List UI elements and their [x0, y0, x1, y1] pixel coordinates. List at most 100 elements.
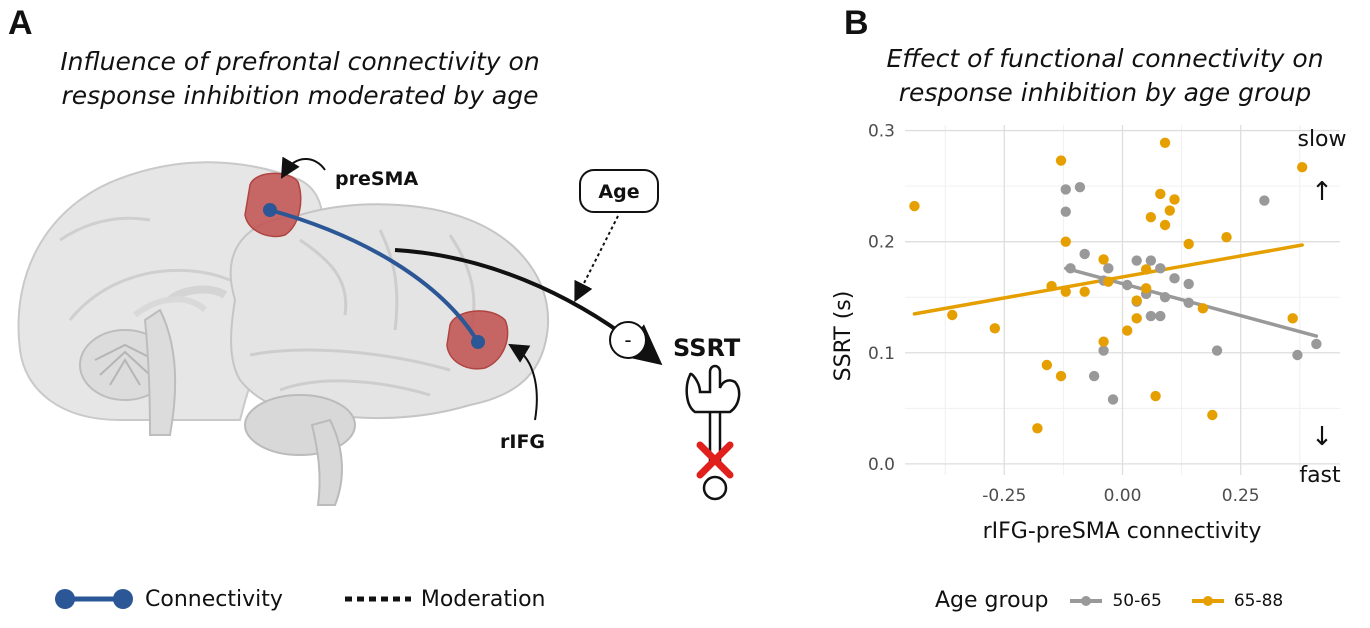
data-point-65-88: [1060, 236, 1071, 247]
data-point-65-88: [1197, 303, 1209, 314]
panel-a-legend: Connectivity Moderation: [55, 586, 575, 612]
panel-b-title: Effect of functional connectivity on res…: [850, 42, 1360, 110]
rifg-label: rIFG: [500, 431, 545, 453]
data-point-65-88: [1169, 194, 1180, 205]
data-point-50-65: [1183, 297, 1194, 308]
data-point-50-65: [1159, 292, 1171, 303]
data-point-65-88: [1122, 325, 1133, 336]
data-point-65-88: [1032, 423, 1043, 434]
data-point-50-65: [1074, 182, 1086, 193]
data-point-65-88: [1131, 313, 1142, 324]
presma-pointer-arrow: [280, 156, 326, 179]
legend-label-50-65: 50-65: [1112, 590, 1162, 611]
data-point-50-65: [1292, 349, 1303, 361]
brainstem-icon: [143, 308, 177, 436]
slow-annotation: slow: [1297, 127, 1346, 152]
panel-a-letter: A: [8, 4, 33, 42]
data-point-65-88: [1055, 155, 1067, 166]
data-point-65-88: [1046, 280, 1057, 292]
data-point-65-88: [989, 323, 1001, 334]
data-point-65-88: [1221, 232, 1232, 243]
data-point-65-88: [1296, 162, 1308, 173]
data-point-65-88: [1079, 286, 1090, 297]
legend-symbol-65-88: [1191, 595, 1224, 606]
legend-label-65-88: 65-88: [1233, 590, 1284, 611]
data-point-50-65: [1107, 394, 1119, 405]
y-tick-label: 0.3: [868, 122, 895, 142]
data-point-50-65: [1169, 273, 1180, 284]
connectivity-line: [269, 208, 480, 344]
panel-a-title-line2: response inhibition moderated by age: [61, 81, 539, 110]
data-point-65-88: [1098, 336, 1109, 347]
data-point-65-88: [1140, 264, 1152, 275]
x-tick-label: 0.25: [1222, 486, 1260, 506]
chart-tick-labels: -0.25 0.00 0.25 0.0 0.1 0.2 0.3: [868, 122, 1260, 506]
negative-effect-circle: [609, 321, 647, 359]
age-box: [579, 169, 659, 213]
data-point-65-88: [1098, 254, 1109, 265]
chart-gridlines: [905, 125, 1340, 475]
data-point-50-65: [1103, 263, 1114, 274]
legend-symbol-50-65: [1070, 595, 1103, 606]
data-point-50-65: [1060, 206, 1071, 217]
rifg-pointer-arrow: [508, 343, 538, 421]
panel-b-title-line1: Effect of functional connectivity on: [886, 44, 1324, 73]
data-point-50-65: [1183, 278, 1194, 290]
legend-title: Age group: [935, 588, 1049, 613]
data-point-65-88: [1207, 409, 1218, 421]
moderation-legend-label: Moderation: [420, 586, 546, 612]
data-point-65-88: [1145, 212, 1157, 223]
data-point-50-65: [1098, 345, 1109, 356]
fast-arrow-icon: ↓: [1311, 422, 1333, 452]
data-point-50-65: [1145, 255, 1157, 266]
connectivity-legend-label: Connectivity: [145, 586, 283, 612]
data-point-50-65: [1155, 263, 1166, 274]
data-point-65-88: [1131, 295, 1142, 306]
hand-stop-icon: [685, 364, 741, 501]
data-point-65-88: [909, 200, 920, 212]
y-tick-label: 0.1: [868, 344, 895, 364]
data-point-50-65: [1065, 263, 1076, 274]
data-point-50-65: [1311, 338, 1322, 350]
data-point-65-88: [1159, 219, 1171, 231]
data-point-65-88: [1183, 238, 1194, 250]
brain-illustration: preSMA rIFG Age - SSRT: [17, 156, 741, 506]
fast-annotation: fast: [1299, 463, 1341, 488]
age-label: Age: [598, 181, 639, 203]
data-point-65-88: [1060, 286, 1071, 297]
presma-node: [263, 203, 277, 217]
data-point-65-88: [947, 309, 958, 321]
data-point-50-65: [1079, 248, 1090, 260]
data-point-50-65: [1060, 184, 1071, 195]
data-point-65-88: [1150, 390, 1161, 402]
y-tick-label: 0.2: [868, 233, 895, 253]
data-point-50-65: [1259, 195, 1270, 206]
panel-b-legend: Age group 50-65 65-88: [935, 588, 1283, 613]
chart-points: [909, 137, 1322, 434]
data-point-50-65: [1088, 370, 1100, 382]
slow-arrow-icon: ↑: [1311, 177, 1333, 207]
data-point-65-88: [1287, 313, 1298, 324]
data-point-50-65: [1145, 310, 1157, 322]
panel-a-title-line1: Influence of prefrontal connectivity on: [60, 47, 540, 76]
y-tick-label: 0.0: [868, 455, 895, 475]
presma-label: preSMA: [335, 168, 418, 190]
x-tick-label: -0.25: [982, 486, 1026, 506]
chart-fit-lines: [912, 243, 1319, 338]
moderation-arrow: [574, 215, 619, 303]
scatter-chart: -0.25 0.00 0.25 0.0 0.1 0.2 0.3 rIFG-preSMA co…: [831, 122, 1347, 544]
data-point-65-88: [1155, 188, 1166, 200]
data-point-65-88: [1140, 283, 1152, 294]
data-point-50-65: [1122, 279, 1133, 291]
panel-b-title-line2: response inhibition by age group: [898, 78, 1312, 107]
ssrt-label: SSRT: [673, 334, 741, 362]
data-point-65-88: [1164, 205, 1175, 216]
x-axis-label: rIFG-preSMA connectivity: [983, 519, 1262, 544]
panel-b-letter: B: [844, 4, 869, 42]
x-tick-label: 0.00: [1104, 486, 1142, 506]
data-point-50-65: [1131, 255, 1142, 266]
negative-effect-sign: -: [624, 328, 631, 352]
y-axis-label: SSRT (s): [831, 291, 856, 382]
rifg-node: [471, 335, 485, 349]
data-point-65-88: [1055, 370, 1067, 382]
